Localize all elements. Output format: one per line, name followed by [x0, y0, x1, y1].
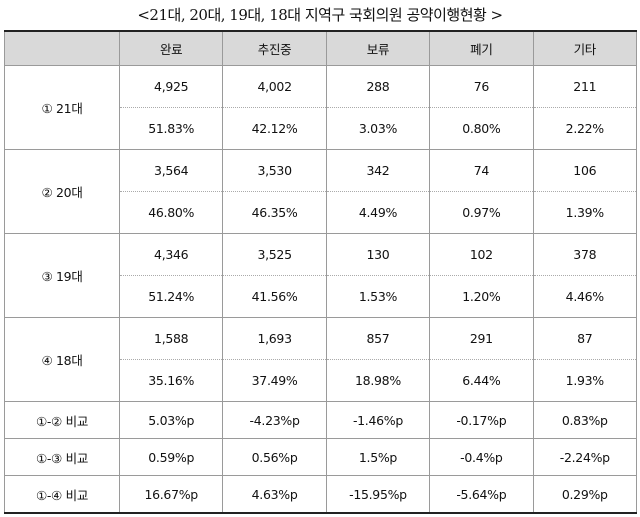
comparison-row: ①-④ 비교 16.67%p 4.63%p -15.95%p -5.64%p 0.29%p — [4, 475, 638, 514]
table-row: 51.83% 42.12% 3.03% 0.80% 2.22% — [5, 107, 638, 150]
comparison-cell: 0.56%p — [222, 438, 327, 476]
comparison-cell: -1.46%p — [325, 401, 431, 439]
count-cell: 87 — [532, 317, 638, 360]
table-row: 35.16% 37.49% 18.98% 6.44% 1.93% — [5, 359, 638, 402]
comparison-cell: 0.83%p — [532, 401, 638, 439]
count-cell: 4,925 — [118, 65, 224, 108]
percent-cell: 3.03% — [325, 107, 431, 150]
percent-cell: 2.22% — [532, 107, 638, 150]
percent-cell: 6.44% — [429, 359, 534, 402]
row-label: ① 21대 — [4, 65, 120, 150]
table-row: 46.80% 46.35% 4.49% 0.97% 1.39% — [5, 191, 638, 234]
header-discarded: 폐기 — [429, 30, 534, 66]
comparison-cell: 0.29%p — [532, 475, 638, 514]
count-cell: 76 — [429, 65, 534, 108]
percent-cell: 0.97% — [429, 191, 534, 234]
count-cell: 288 — [325, 65, 431, 108]
pledge-table: 완료 추진중 보류 폐기 기타 ① 21대 4,925 4,002 288 76 211 5… — [4, 30, 638, 514]
header-in-progress: 추진중 — [222, 30, 327, 66]
comparison-cell: 1.5%p — [325, 438, 431, 476]
percent-cell: 51.83% — [118, 107, 224, 150]
table-row: ④ 18대 1,588 1,693 857 291 87 — [4, 317, 638, 402]
comparison-cell: 5.03%p — [118, 401, 224, 439]
table-caption: <21대, 20대, 19대, 18대 지역구 국회의원 공약이행현황 > — [137, 6, 503, 24]
comparison-cell: -2.24%p — [532, 438, 638, 476]
count-cell: 857 — [325, 317, 431, 360]
count-cell: 4,002 — [222, 65, 327, 108]
count-cell: 102 — [429, 233, 534, 276]
table-row: ① 21대 4,925 4,002 288 76 211 — [4, 65, 638, 150]
comparison-row: ①-③ 비교 0.59%p 0.56%p 1.5%p -0.4%p -2.24%p — [4, 438, 638, 476]
count-cell: 342 — [325, 149, 431, 192]
comparison-label: ①-④ 비교 — [4, 475, 120, 514]
percent-cell: 1.39% — [532, 191, 638, 234]
count-cell: 74 — [429, 149, 534, 192]
comparison-row: ①-② 비교 5.03%p -4.23%p -1.46%p -0.17%p 0.83%p — [4, 401, 638, 439]
comparison-label: ①-③ 비교 — [4, 438, 120, 476]
comparison-cell: -15.95%p — [325, 475, 431, 514]
percent-cell: 42.12% — [222, 107, 327, 150]
table-row: ③ 19대 4,346 3,525 130 102 378 — [4, 233, 638, 318]
percent-cell: 1.93% — [532, 359, 638, 402]
percent-cell: 1.20% — [429, 275, 534, 318]
count-cell: 3,564 — [118, 149, 224, 192]
header-row: 완료 추진중 보류 폐기 기타 — [4, 30, 638, 66]
percent-cell: 35.16% — [118, 359, 224, 402]
comparison-cell: 0.59%p — [118, 438, 224, 476]
row-label: ③ 19대 — [4, 233, 120, 318]
header-other: 기타 — [532, 30, 638, 66]
percent-cell: 41.56% — [222, 275, 327, 318]
comparison-cell: -0.4%p — [429, 438, 534, 476]
comparison-cell: 4.63%p — [222, 475, 327, 514]
comparison-cell: -4.23%p — [222, 401, 327, 439]
count-cell: 1,693 — [222, 317, 327, 360]
percent-cell: 1.53% — [325, 275, 431, 318]
percent-cell: 0.80% — [429, 107, 534, 150]
count-cell: 378 — [532, 233, 638, 276]
count-cell: 106 — [532, 149, 638, 192]
count-cell: 3,530 — [222, 149, 327, 192]
comparison-cell: -0.17%p — [429, 401, 534, 439]
header-empty — [4, 30, 120, 66]
percent-cell: 51.24% — [118, 275, 224, 318]
percent-cell: 46.35% — [222, 191, 327, 234]
table-row: ② 20대 3,564 3,530 342 74 106 — [4, 149, 638, 234]
header-completed: 완료 — [118, 30, 224, 66]
row-label: ② 20대 — [4, 149, 120, 234]
header-on-hold: 보류 — [325, 30, 431, 66]
count-cell: 1,588 — [118, 317, 224, 360]
percent-cell: 37.49% — [222, 359, 327, 402]
percent-cell: 4.46% — [532, 275, 638, 318]
percent-cell: 46.80% — [118, 191, 224, 234]
comparison-cell: -5.64%p — [429, 475, 534, 514]
row-label: ④ 18대 — [4, 317, 120, 402]
count-cell: 130 — [325, 233, 431, 276]
comparison-label: ①-② 비교 — [4, 401, 120, 439]
count-cell: 3,525 — [222, 233, 327, 276]
count-cell: 4,346 — [118, 233, 224, 276]
comparison-cell: 16.67%p — [118, 475, 224, 514]
table-row: 51.24% 41.56% 1.53% 1.20% 4.46% — [5, 275, 638, 318]
count-cell: 291 — [429, 317, 534, 360]
percent-cell: 18.98% — [325, 359, 431, 402]
percent-cell: 4.49% — [325, 191, 431, 234]
count-cell: 211 — [532, 65, 638, 108]
